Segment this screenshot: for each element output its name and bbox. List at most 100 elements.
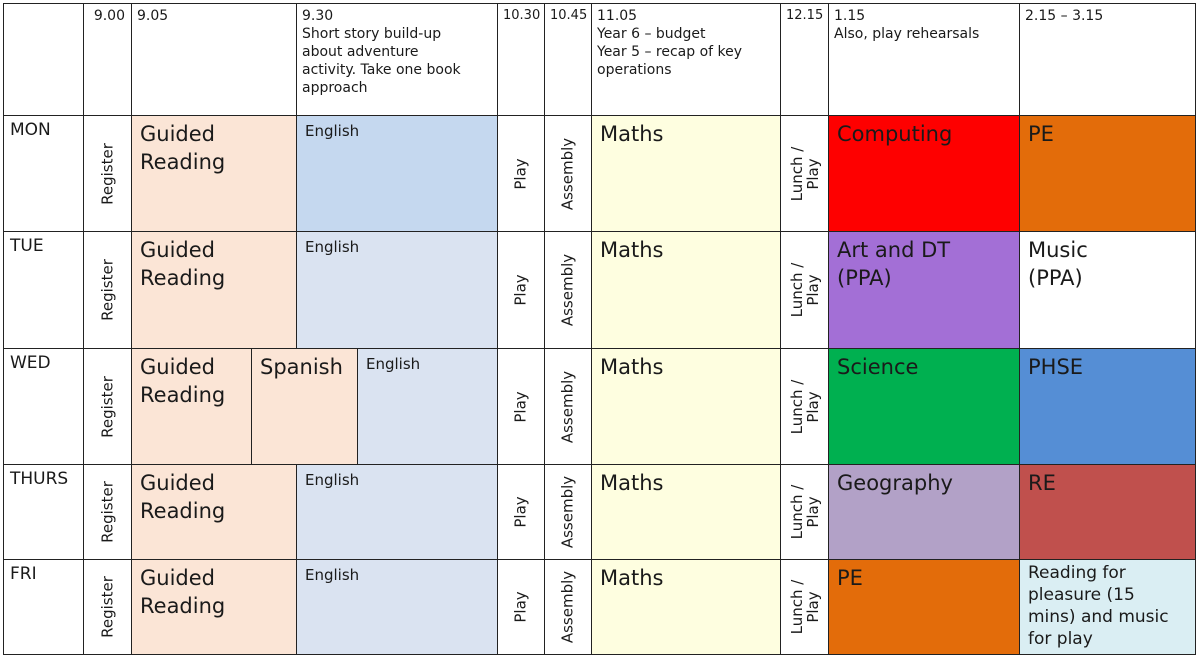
guided-line2: Reading: [140, 266, 226, 290]
maths-tue: Maths: [591, 231, 781, 349]
lunch-label: Lunch / Play: [787, 579, 822, 635]
lunch-label: Lunch / Play: [787, 379, 822, 434]
play-label: Play: [511, 496, 530, 528]
art-line1: Art and DT: [837, 238, 951, 262]
register-cell-thurs: Register: [83, 464, 132, 560]
assembly-cell-thurs: Assembly: [544, 464, 592, 560]
register-label: Register: [98, 481, 116, 543]
lunch-cell-fri: Lunch / Play: [780, 559, 829, 655]
lunch-label: Lunch / Play: [787, 484, 822, 540]
play-label: Play: [511, 390, 530, 423]
header-1105-line1: Year 6 – budget: [597, 26, 706, 42]
header-930-line1: Short story build-up: [302, 26, 442, 42]
assembly-cell-fri: Assembly: [544, 559, 592, 655]
day-label-thurs: THURS: [3, 464, 84, 560]
guided-line1: Guided: [140, 355, 215, 379]
guided-line2: Reading: [140, 499, 226, 523]
lunch-cell-wed: Lunch / Play: [780, 348, 829, 465]
maths-wed: Maths: [591, 348, 781, 465]
music-tue: Music (PPA): [1019, 231, 1196, 349]
header-time-115: 1.15 Also, play rehearsals: [828, 3, 1020, 116]
lunch-cell-mon: Lunch / Play: [780, 115, 829, 232]
header-time-1030: 10.30: [497, 3, 545, 116]
guided-reading-thurs: Guided Reading: [131, 464, 297, 560]
reading-line3: mins) and music: [1028, 607, 1169, 627]
assembly-cell-wed: Assembly: [544, 348, 592, 465]
header-time-1045: 10.45: [544, 3, 592, 116]
re-thurs: RE: [1019, 464, 1196, 560]
maths-mon: Maths: [591, 115, 781, 232]
play-label: Play: [511, 274, 530, 306]
header-1105-time: 11.05: [597, 8, 638, 24]
guided-line1: Guided: [140, 122, 215, 146]
guided-line1: Guided: [140, 238, 215, 262]
guided-reading-fri: Guided Reading: [131, 559, 297, 655]
header-1105-line2: Year 5 – recap of key: [597, 44, 743, 60]
header-930-line3: activity. Take one book: [302, 62, 461, 78]
register-label: Register: [98, 142, 116, 205]
lunch-cell-thurs: Lunch / Play: [780, 464, 829, 560]
phse-wed: PHSE: [1019, 348, 1196, 465]
play-label: Play: [511, 157, 530, 190]
english-mon: English: [296, 115, 498, 232]
science-wed: Science: [828, 348, 1020, 465]
assembly-cell-tue: Assembly: [544, 231, 592, 349]
header-time-930: 9.30 Short story build-up about adventur…: [296, 3, 498, 116]
play-cell-thurs: Play: [497, 464, 545, 560]
art-dt-tue: Art and DT (PPA): [828, 231, 1020, 349]
assembly-cell-mon: Assembly: [544, 115, 592, 232]
guided-reading-tue: Guided Reading: [131, 231, 297, 349]
header-time-905: 9.05: [131, 3, 297, 116]
register-cell-wed: Register: [83, 348, 132, 465]
reading-line1: Reading for: [1028, 563, 1126, 583]
guided-line1: Guided: [140, 471, 215, 495]
english-tue: English: [296, 231, 498, 349]
art-line2: (PPA): [837, 266, 892, 290]
day-label-wed: WED: [3, 348, 84, 465]
header-930-line2: about adventure: [302, 44, 419, 60]
day-label-mon: MON: [3, 115, 84, 232]
guided-reading-wed: Guided Reading: [131, 348, 252, 465]
register-label: Register: [98, 375, 116, 438]
register-cell-tue: Register: [83, 231, 132, 349]
assembly-label: Assembly: [558, 253, 577, 327]
assembly-label: Assembly: [558, 137, 577, 210]
day-label-tue: TUE: [3, 231, 84, 349]
maths-thurs: Maths: [591, 464, 781, 560]
english-thurs: English: [296, 464, 498, 560]
header-time-215: 2.15 – 3.15: [1019, 3, 1196, 116]
play-cell-wed: Play: [497, 348, 545, 465]
maths-fri: Maths: [591, 559, 781, 655]
assembly-label: Assembly: [558, 370, 577, 443]
guided-reading-mon: Guided Reading: [131, 115, 297, 232]
lunch-cell-tue: Lunch / Play: [780, 231, 829, 349]
header-115-time: 1.15: [834, 8, 866, 24]
pe-mon: PE: [1019, 115, 1196, 232]
guided-line1: Guided: [140, 566, 215, 590]
reading-line4: for play: [1028, 629, 1093, 649]
register-cell-fri: Register: [83, 559, 132, 655]
guided-line2: Reading: [140, 150, 226, 174]
header-930-line4: approach: [302, 80, 368, 96]
reading-for-pleasure-fri: Reading for pleasure (15 mins) and music…: [1019, 559, 1196, 655]
computing-mon: Computing: [828, 115, 1020, 232]
reading-line2: pleasure (15: [1028, 585, 1135, 605]
assembly-label: Assembly: [558, 475, 577, 549]
play-label: Play: [511, 591, 530, 623]
english-wed: English: [357, 348, 498, 465]
header-115-note: Also, play rehearsals: [834, 26, 980, 42]
header-time-1105: 11.05 Year 6 – budget Year 5 – recap of …: [591, 3, 781, 116]
geography-thurs: Geography: [828, 464, 1020, 560]
music-line2: (PPA): [1028, 266, 1083, 290]
guided-line2: Reading: [140, 383, 226, 407]
play-cell-mon: Play: [497, 115, 545, 232]
register-cell-mon: Register: [83, 115, 132, 232]
register-label: Register: [98, 576, 116, 638]
header-time-1215: 12.15: [780, 3, 829, 116]
header-blank: [3, 3, 84, 116]
guided-line2: Reading: [140, 594, 226, 618]
english-fri: English: [296, 559, 498, 655]
header-930-time: 9.30: [302, 8, 334, 24]
assembly-label: Assembly: [558, 570, 577, 644]
header-1105-line3: operations: [597, 62, 672, 78]
